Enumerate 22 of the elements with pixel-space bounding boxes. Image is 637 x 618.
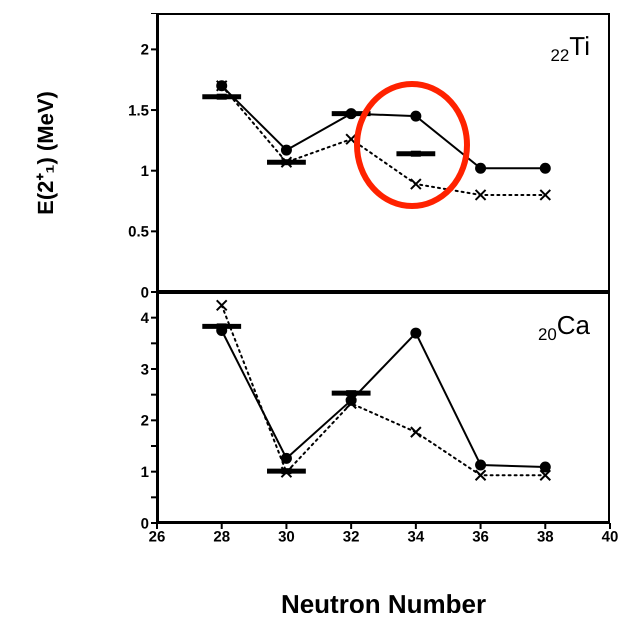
x-tick-label: 40 [602,528,618,546]
y-tick-label: 1 [140,464,149,481]
x-tick-label: 38 [536,528,554,546]
y-tick-label: 0 [140,515,149,532]
annotation: $_{20}$Ca [538,310,590,344]
x-tick-label: 26 [148,528,166,546]
y-tick-label: 1.5 [128,102,149,120]
y-tick-label: 0.5 [128,224,149,241]
x-tick-label: 28 [213,528,230,546]
x-tick-label: 34 [408,528,425,546]
y-tick-label: 3 [140,361,149,378]
y-tick-label: 1 [140,163,149,180]
x-tick-label: 32 [342,528,360,546]
annotation: $_{22}$Ti [550,31,590,66]
y-tick-label: 4 [140,310,150,327]
x-tick-label: 30 [278,528,295,546]
y-tick-label: 0 [140,284,149,302]
x-tick-label: 36 [472,528,489,546]
y-axis-title: E(2⁺₁) (MeV) [33,90,58,214]
y-tick-label: 2 [140,412,149,430]
x-axis-title: Neutron Number [280,589,486,618]
y-tick-label: 2 [140,42,149,59]
